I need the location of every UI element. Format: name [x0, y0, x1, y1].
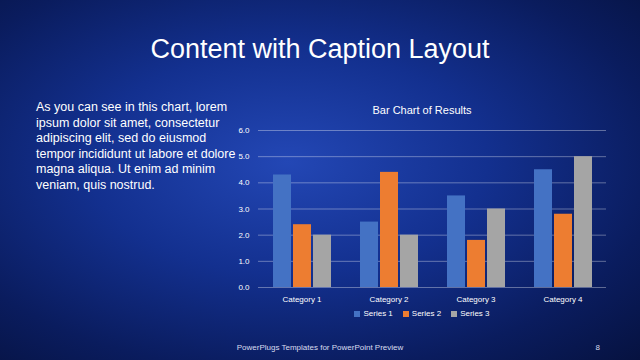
svg-text:4.0: 4.0: [238, 178, 250, 187]
html-text:8: 8: [595, 343, 600, 352]
html-text:Series 3: Series 3: [460, 309, 490, 318]
html-text:Series 1: Series 1: [363, 309, 393, 318]
svg-text:Category 2: Category 2: [369, 295, 409, 304]
html-text:As you can see in this chart,: As you can see in this chart, lorem ipsu…: [36, 100, 236, 192]
svg-text:Category 1: Category 1: [282, 295, 322, 304]
svg-text:1.0: 1.0: [238, 257, 250, 266]
svg-text:Category 3: Category 3: [456, 295, 496, 304]
svg-text:6.0: 6.0: [238, 126, 250, 135]
svg-text:5.0: 5.0: [238, 152, 250, 161]
svg-text:3.0: 3.0: [238, 205, 250, 214]
svg-text:0.0: 0.0: [238, 283, 250, 292]
html-text:Bar Chart of Results: Bar Chart of Results: [372, 104, 472, 116]
html-text:PowerPlugs Templates for Power: PowerPlugs Templates for PowerPoint Prev…: [236, 343, 404, 352]
html-text:Content with Caption Layout: Content with Caption Layout: [150, 34, 490, 64]
svg-text:Category 4: Category 4: [543, 295, 583, 304]
html-text:Series 2: Series 2: [411, 309, 442, 318]
svg-text:2.0: 2.0: [238, 231, 250, 240]
